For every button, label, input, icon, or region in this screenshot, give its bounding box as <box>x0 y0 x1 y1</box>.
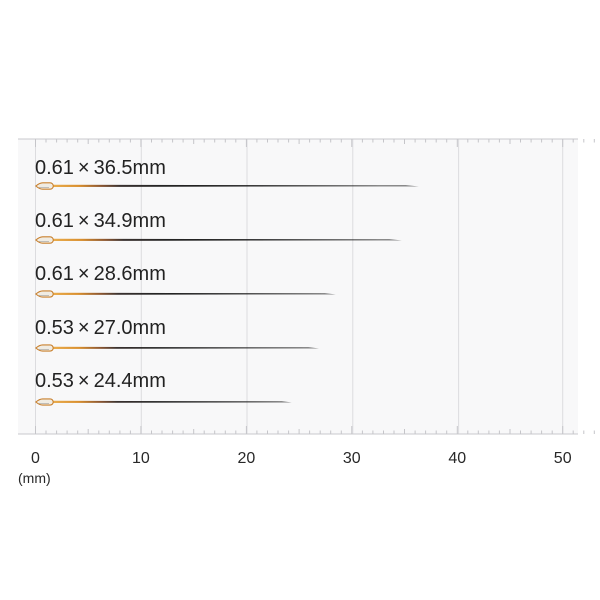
svg-text:10: 10 <box>132 450 150 467</box>
svg-text:0.61 × 34.9mm: 0.61 × 34.9mm <box>35 210 166 232</box>
svg-text:30: 30 <box>343 450 361 467</box>
svg-text:0.61 × 28.6mm: 0.61 × 28.6mm <box>35 263 166 285</box>
svg-text:(mm): (mm) <box>18 470 51 486</box>
svg-text:0.53 × 27.0mm: 0.53 × 27.0mm <box>35 317 166 339</box>
svg-text:40: 40 <box>448 450 466 467</box>
svg-text:0: 0 <box>31 450 40 467</box>
svg-text:50: 50 <box>554 450 572 467</box>
svg-text:0.61 × 36.5mm: 0.61 × 36.5mm <box>35 157 166 179</box>
svg-text:20: 20 <box>238 450 256 467</box>
svg-text:0.53 × 24.4mm: 0.53 × 24.4mm <box>35 370 166 392</box>
